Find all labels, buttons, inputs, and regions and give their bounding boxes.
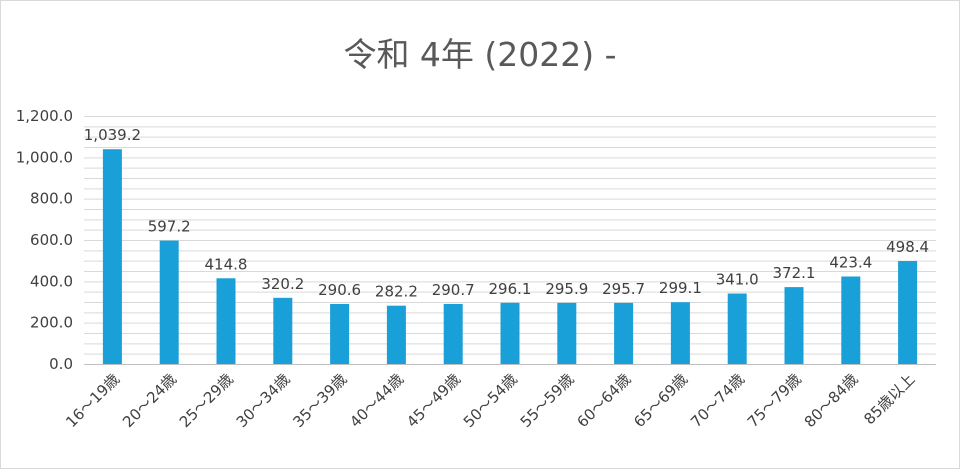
data-label: 295.9 bbox=[545, 280, 588, 298]
x-tick-label: 35～39歳 bbox=[289, 370, 350, 431]
x-tick-label: 80～84歳 bbox=[801, 370, 862, 431]
data-label: 1,039.2 bbox=[84, 126, 141, 144]
bar bbox=[898, 260, 918, 364]
chart-title: 令和 4年 (2022) - bbox=[343, 35, 617, 74]
bars bbox=[102, 149, 918, 364]
data-label: 498.4 bbox=[886, 238, 929, 256]
data-label: 423.4 bbox=[829, 253, 872, 271]
bar bbox=[557, 302, 577, 364]
x-tick-label: 50～54歳 bbox=[460, 370, 521, 431]
data-label: 282.2 bbox=[375, 283, 418, 301]
bar bbox=[102, 149, 122, 364]
data-label: 296.1 bbox=[489, 280, 532, 298]
data-label: 320.2 bbox=[261, 275, 304, 293]
bar bbox=[216, 278, 236, 364]
bar bbox=[443, 303, 463, 364]
bar bbox=[784, 287, 804, 364]
y-tick-label: 600.0 bbox=[30, 231, 73, 249]
data-label: 295.7 bbox=[602, 280, 645, 298]
y-tick-label: 0.0 bbox=[49, 355, 73, 373]
x-tick-label: 85歳以上 bbox=[860, 370, 918, 428]
x-tick-label: 30～34歳 bbox=[233, 370, 294, 431]
bar bbox=[386, 305, 406, 364]
bar bbox=[727, 293, 747, 364]
data-label: 290.6 bbox=[318, 281, 361, 299]
bar bbox=[614, 302, 634, 364]
data-labels: 1,039.2 597.2 414.8 320.2 290.6 282.2 290.7 296… bbox=[84, 126, 929, 300]
x-tick-label: 20～24歳 bbox=[119, 370, 180, 431]
bar bbox=[330, 303, 350, 364]
x-tick-label: 65～69歳 bbox=[630, 370, 691, 431]
x-axis-ticks: 16～19歳20～24歳25～29歳30～34歳35～39歳40～44歳45～4… bbox=[62, 370, 918, 431]
x-tick-label: 25～29歳 bbox=[176, 370, 237, 431]
data-label: 290.7 bbox=[432, 281, 475, 299]
bar bbox=[159, 240, 179, 364]
bar bbox=[670, 302, 690, 364]
bar bbox=[841, 276, 861, 364]
x-tick-label: 16～19歳 bbox=[62, 370, 123, 431]
x-tick-label: 75～79歳 bbox=[744, 370, 805, 431]
data-label: 597.2 bbox=[148, 218, 191, 236]
data-label: 299.1 bbox=[659, 279, 702, 297]
y-axis-ticks: 0.0 200.0 400.0 600.0 800.0 1,000.0 1,200.0 bbox=[16, 107, 73, 373]
y-tick-label: 800.0 bbox=[30, 190, 73, 208]
x-tick-label: 70～74歳 bbox=[687, 370, 748, 431]
x-tick-label: 55～59歳 bbox=[517, 370, 578, 431]
bar bbox=[500, 302, 520, 364]
x-tick-label: 45～49歳 bbox=[403, 370, 464, 431]
y-tick-label: 1,000.0 bbox=[16, 148, 73, 166]
y-tick-label: 1,200.0 bbox=[16, 107, 73, 125]
data-label: 372.1 bbox=[773, 264, 816, 282]
x-tick-label: 40～44歳 bbox=[346, 370, 407, 431]
y-tick-label: 200.0 bbox=[30, 314, 73, 332]
data-label: 414.8 bbox=[205, 255, 248, 273]
data-label: 341.0 bbox=[716, 271, 759, 289]
x-tick-label: 60～64歳 bbox=[573, 370, 634, 431]
bar bbox=[273, 297, 293, 364]
y-tick-label: 400.0 bbox=[30, 272, 73, 290]
